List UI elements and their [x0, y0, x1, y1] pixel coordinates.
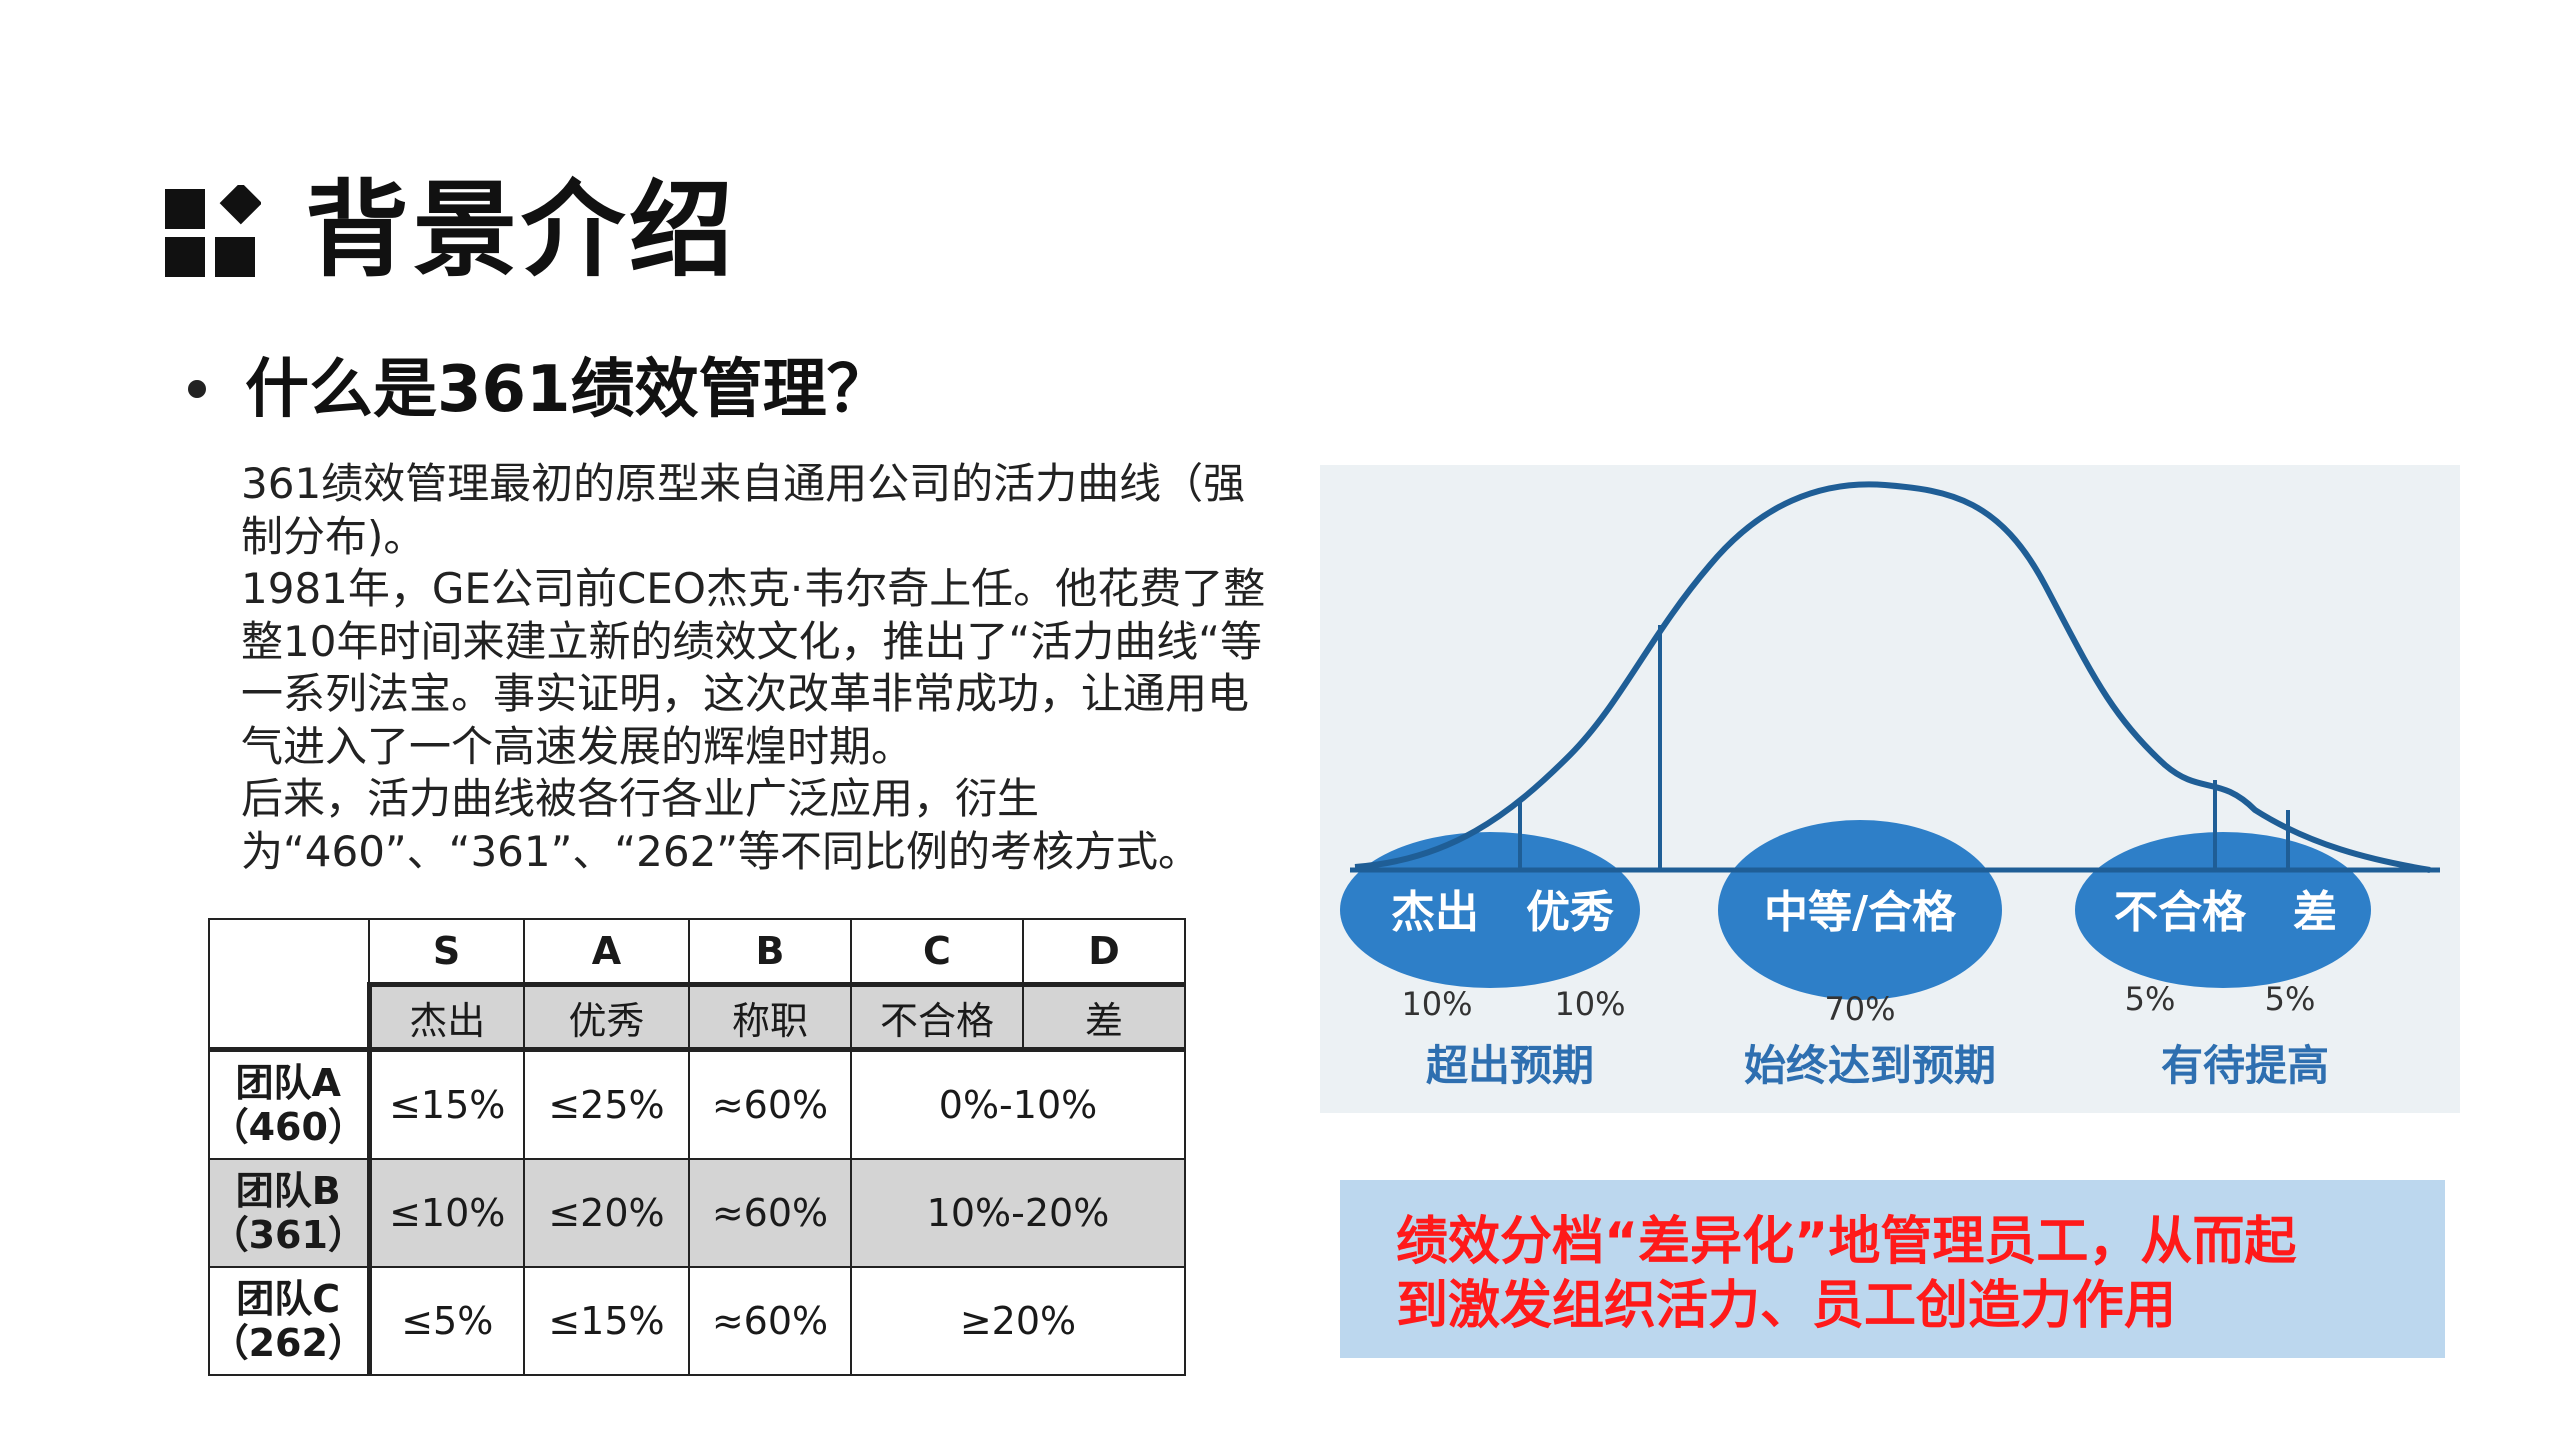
label-outstanding: 杰出 [1391, 887, 1479, 938]
grade-name: 称职 [688, 982, 852, 1051]
pct-excellent: 10% [1554, 985, 1625, 1023]
page-title: 背景介绍 [305, 169, 738, 291]
vitality-curve-svg: 杰出 优秀 中等/合格 不合格 差 10% 10% 70% 5% 5% 超出预期… [1320, 465, 2460, 1113]
squares-diamond-icon [165, 185, 261, 277]
grade-header: A [523, 918, 690, 986]
paragraph-3: 后来，活力曲线被各行各业广泛应用，衍生为“460”、“361”、“262”等不同… [241, 774, 1201, 876]
value-s: ≤15% [366, 1047, 525, 1160]
grade-header: D [1022, 918, 1186, 986]
pct-poor: 5% [2265, 980, 2316, 1018]
value-a: ≤20% [523, 1158, 690, 1268]
grade-header: B [688, 918, 852, 986]
group-exceed-label: 超出预期 [1426, 1041, 1594, 1090]
team-code: （361） [210, 1213, 366, 1257]
team-cell: 团队B （361） [208, 1158, 370, 1268]
value-cd: ≥20% [850, 1266, 1186, 1376]
grade-header: S [368, 918, 525, 986]
label-unqualified: 不合格 [2114, 887, 2247, 938]
team-name: 团队A [235, 1061, 341, 1105]
team-name: 团队C [236, 1277, 341, 1321]
value-b: ≈60% [688, 1158, 852, 1268]
label-poor: 差 [2293, 887, 2337, 938]
paragraph-1: 361绩效管理最初的原型来自通用公司的活力曲线（强制分布)。 [241, 459, 1246, 561]
paragraph-2: 1981年，GE公司前CEO杰克·韦尔奇上任。他花费了整整10年时间来建立新的绩… [241, 564, 1266, 771]
table-row: 团队B （361） ≤10% ≤20% ≈60% 10%-20% [208, 1158, 1186, 1268]
body-text: 361绩效管理最初的原型来自通用公司的活力曲线（强制分布)。 1981年，GE公… [165, 458, 1285, 878]
bullet-dot [188, 380, 206, 398]
grade-name: 差 [1022, 982, 1186, 1051]
value-cd: 0%-10% [850, 1047, 1186, 1160]
value-s: ≤5% [366, 1266, 525, 1376]
team-code: （460） [210, 1105, 366, 1149]
value-a: ≤25% [523, 1047, 690, 1160]
team-name: 团队B [235, 1169, 341, 1213]
group-improve-label: 有待提高 [2161, 1041, 2329, 1090]
callout-box: 绩效分档“差异化”地管理员工，从而起 到激发组织活力、员工创造力作用 [1340, 1180, 2445, 1358]
value-b: ≈60% [688, 1266, 852, 1376]
group-meet-label: 始终达到预期 [1744, 1041, 1996, 1090]
grade-table: S A B C D 杰出 优秀 称职 不合格 差 团队A （460） ≤15% … [208, 918, 1186, 1376]
team-cell: 团队C （262） [208, 1266, 370, 1376]
label-excellent: 优秀 [1526, 887, 1614, 938]
grade-name: 杰出 [366, 982, 525, 1051]
value-s: ≤10% [366, 1158, 525, 1268]
chart-background [1320, 465, 2460, 1113]
team-cell: 团队A （460） [208, 1047, 370, 1160]
table-row: 团队A （460） ≤15% ≤25% ≈60% 0%-10% [208, 1047, 1186, 1160]
table-row: 团队C （262） ≤5% ≤15% ≈60% ≥20% [208, 1266, 1186, 1376]
value-cd: 10%-20% [850, 1158, 1186, 1268]
pct-outstanding: 10% [1401, 985, 1472, 1023]
pct-average: 70% [1824, 990, 1895, 1028]
pct-unqualified: 5% [2125, 980, 2176, 1018]
team-code: （262） [210, 1321, 366, 1365]
section-heading: 什么是361绩效管理？ [245, 353, 891, 427]
table-corner-cell [208, 918, 370, 1051]
ellipse-meet [1718, 820, 2002, 1000]
callout-line-1: 绩效分档“差异化”地管理员工，从而起 [1396, 1212, 2297, 1272]
value-b: ≈60% [688, 1047, 852, 1160]
label-average: 中等/合格 [1764, 887, 1957, 938]
vitality-curve-chart: 杰出 优秀 中等/合格 不合格 差 10% 10% 70% 5% 5% 超出预期… [1320, 465, 2460, 1113]
bell-curve [1354, 481, 2431, 873]
grade-header: C [850, 918, 1024, 986]
callout-line-2: 到激发组织活力、员工创造力作用 [1396, 1276, 2177, 1336]
grade-name: 优秀 [523, 982, 690, 1051]
grade-name: 不合格 [850, 982, 1024, 1051]
value-a: ≤15% [523, 1266, 690, 1376]
